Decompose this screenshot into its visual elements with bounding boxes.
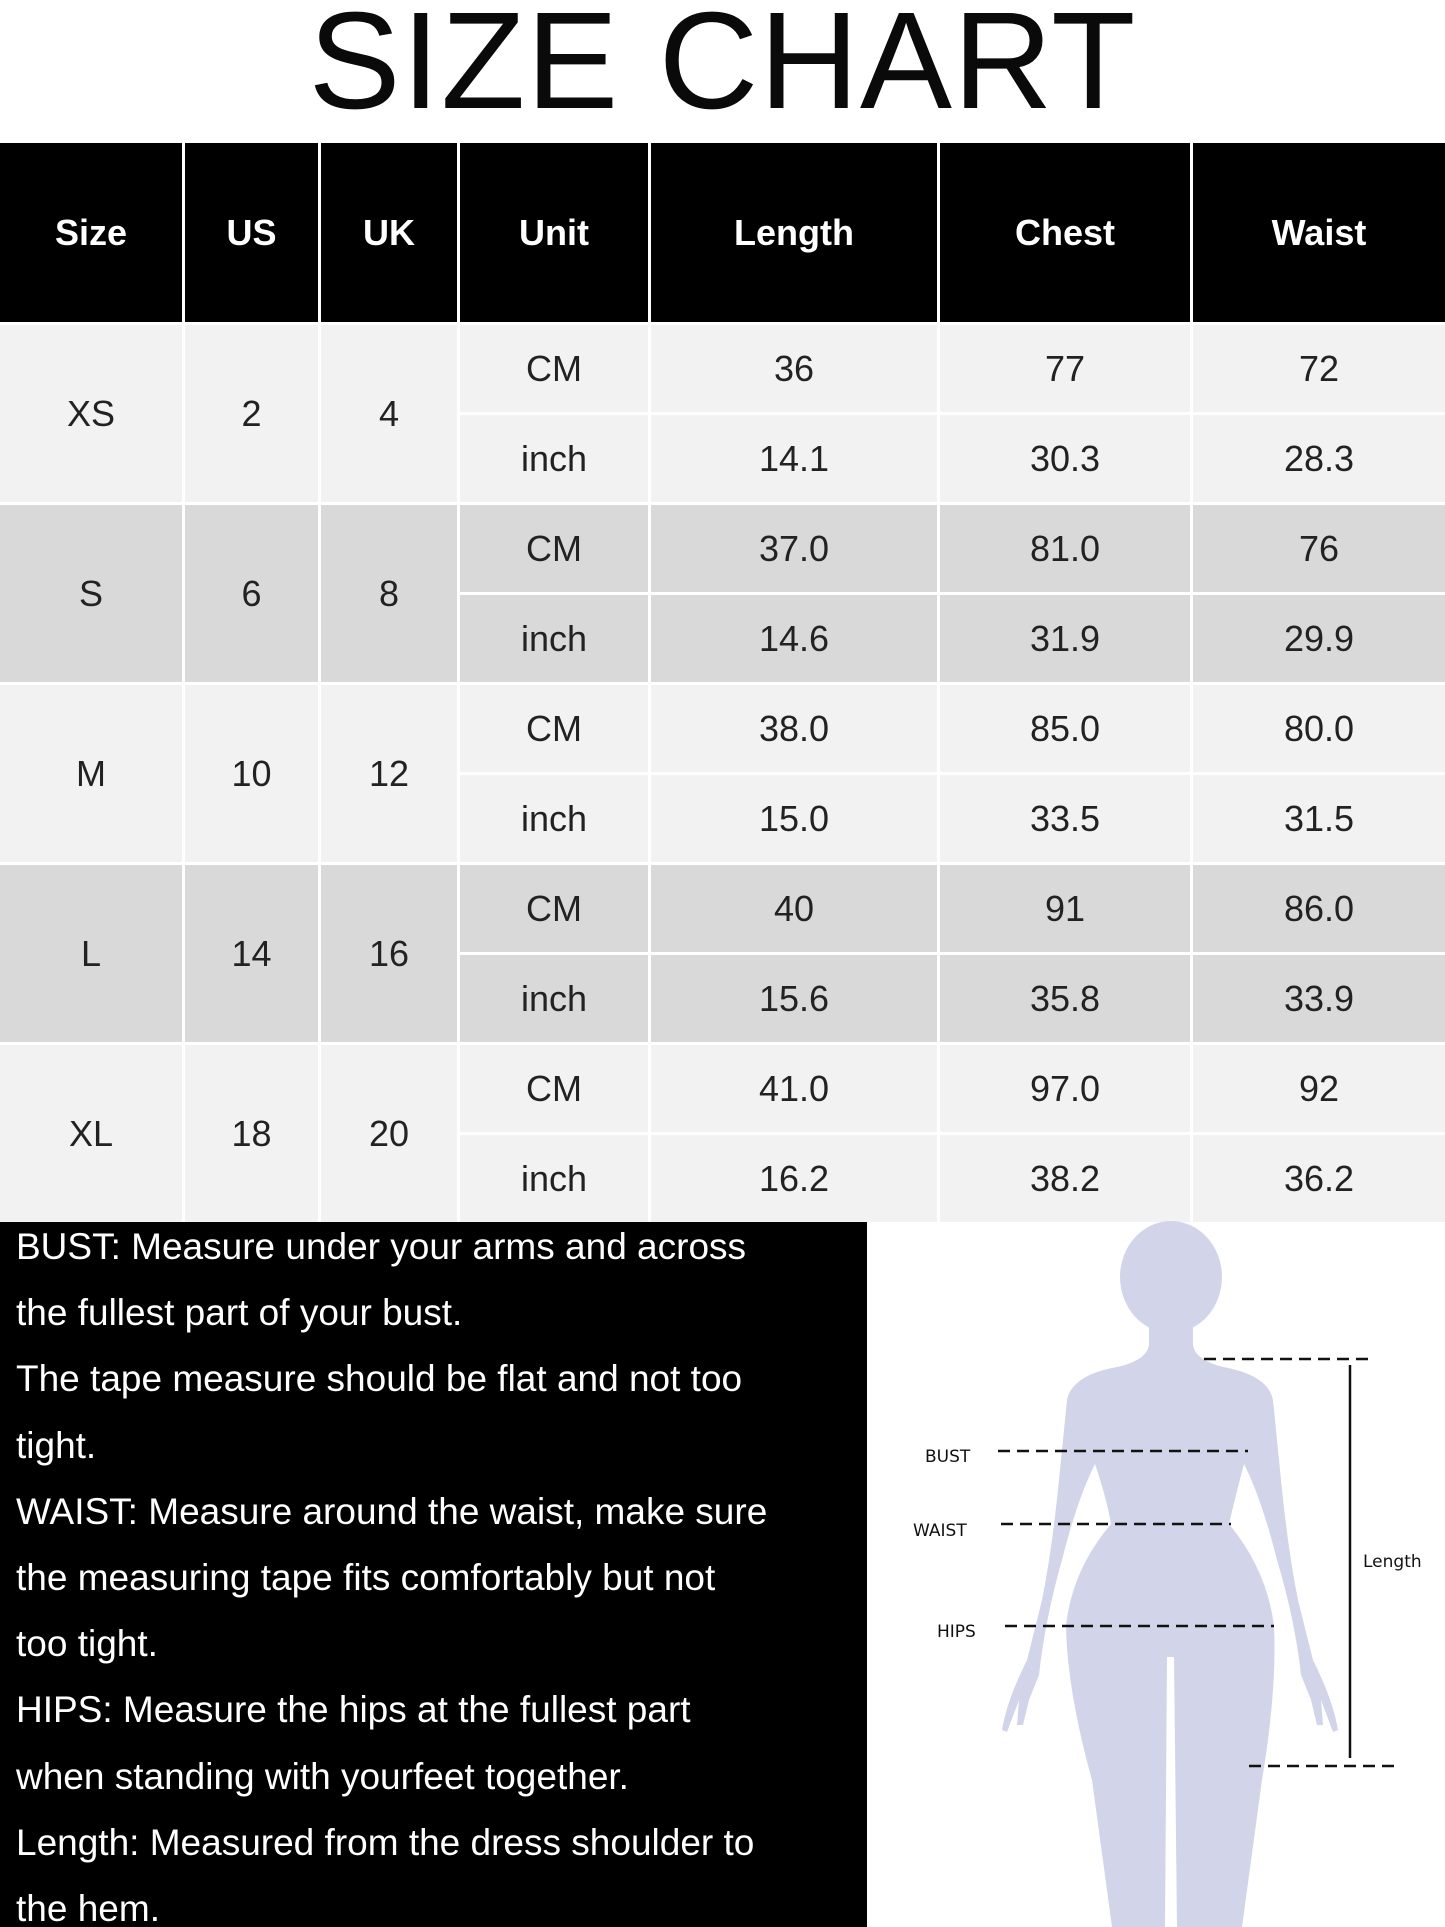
waist-cell: 29.9 bbox=[1193, 595, 1445, 682]
size-cell: XL bbox=[0, 1045, 182, 1222]
size-cell: M bbox=[0, 685, 182, 862]
header-chest: Chest bbox=[940, 143, 1190, 322]
instruction-line: the fullest part of your bust. bbox=[16, 1292, 463, 1334]
length-label: Length bbox=[1363, 1552, 1422, 1572]
body-silhouette bbox=[1002, 1221, 1338, 1927]
unit-cell: CM bbox=[460, 325, 648, 412]
hips-label: HIPS bbox=[937, 1622, 976, 1642]
instruction-line: WAIST: Measure around the waist, make su… bbox=[16, 1490, 768, 1532]
length-cell: 15.6 bbox=[651, 955, 937, 1042]
bust-label: BUST bbox=[925, 1447, 971, 1467]
unit-cell: CM bbox=[460, 685, 648, 772]
size-cell: L bbox=[0, 865, 182, 1042]
us-size-cell: 2 bbox=[185, 325, 318, 502]
us-size-cell: 10 bbox=[185, 685, 318, 862]
waist-cell: 92 bbox=[1193, 1045, 1445, 1132]
unit-cell: inch bbox=[460, 595, 648, 682]
chest-cell: 30.3 bbox=[940, 415, 1190, 502]
length-cell: 14.6 bbox=[651, 595, 937, 682]
waist-cell: 33.9 bbox=[1193, 955, 1445, 1042]
uk-size-cell: 12 bbox=[321, 685, 457, 862]
waist-cell: 86.0 bbox=[1193, 865, 1445, 952]
waist-cell: 36.2 bbox=[1193, 1135, 1445, 1222]
header-size: Size bbox=[0, 143, 182, 322]
instruction-line: the measuring tape fits comfortably but … bbox=[16, 1557, 716, 1598]
body-shape bbox=[1002, 1320, 1338, 1927]
chest-cell: 38.2 bbox=[940, 1135, 1190, 1222]
chest-cell: 35.8 bbox=[940, 955, 1190, 1042]
instruction-line: tight. bbox=[16, 1424, 97, 1466]
unit-cell: CM bbox=[460, 865, 648, 952]
instruction-line: The tape measure should be flat and not … bbox=[16, 1358, 743, 1400]
length-cell: 38.0 bbox=[651, 685, 937, 772]
us-size-cell: 18 bbox=[185, 1045, 318, 1222]
waist-cell: 28.3 bbox=[1193, 415, 1445, 502]
instruction-line: when standing with yourfeet together. bbox=[16, 1755, 629, 1797]
instruction-line: BUST: Measure under your arms and across bbox=[16, 1226, 747, 1267]
size-cell: S bbox=[0, 505, 182, 682]
header-length: Length bbox=[651, 143, 937, 322]
measurement-instructions: BUST: Measure under your arms and across… bbox=[0, 1222, 867, 1927]
length-cell: 37.0 bbox=[651, 505, 937, 592]
chest-cell: 33.5 bbox=[940, 775, 1190, 862]
waist-label: WAIST bbox=[913, 1521, 967, 1541]
us-size-cell: 14 bbox=[185, 865, 318, 1042]
size-chart-table: Size US UK Unit Length Chest Waist XS 2 4 CM 36 77 72… bbox=[0, 143, 1445, 1222]
head-shape bbox=[1120, 1221, 1222, 1333]
length-cell: 41.0 bbox=[651, 1045, 937, 1132]
chest-cell: 77 bbox=[940, 325, 1190, 412]
header-waist: Waist bbox=[1193, 143, 1445, 322]
uk-size-cell: 4 bbox=[321, 325, 457, 502]
chest-cell: 85.0 bbox=[940, 685, 1190, 772]
instruction-line: HIPS: Measure the hips at the fullest pa… bbox=[16, 1689, 691, 1731]
us-size-cell: 6 bbox=[185, 505, 318, 682]
unit-cell: CM bbox=[460, 505, 648, 592]
body-measurement-figure: BUST WAIST HIPS Length bbox=[913, 1221, 1422, 1927]
page-title: SIZE CHART bbox=[308, 0, 1137, 138]
header-unit: Unit bbox=[460, 143, 648, 322]
length-cell: 40 bbox=[651, 865, 937, 952]
waist-cell: 76 bbox=[1193, 505, 1445, 592]
waist-cell: 80.0 bbox=[1193, 685, 1445, 772]
waist-cell: 72 bbox=[1193, 325, 1445, 412]
length-cell: 36 bbox=[651, 325, 937, 412]
chest-cell: 91 bbox=[940, 865, 1190, 952]
chest-cell: 31.9 bbox=[940, 595, 1190, 682]
header-uk: UK bbox=[321, 143, 457, 322]
unit-cell: inch bbox=[460, 775, 648, 862]
chest-cell: 97.0 bbox=[940, 1045, 1190, 1132]
chest-cell: 81.0 bbox=[940, 505, 1190, 592]
unit-cell: inch bbox=[460, 415, 648, 502]
uk-size-cell: 8 bbox=[321, 505, 457, 682]
unit-cell: inch bbox=[460, 1135, 648, 1222]
instruction-line: Length: Measured from the dress shoulder… bbox=[16, 1821, 755, 1863]
size-cell: XS bbox=[0, 325, 182, 502]
length-cell: 14.1 bbox=[651, 415, 937, 502]
unit-cell: CM bbox=[460, 1045, 648, 1132]
length-cell: 15.0 bbox=[651, 775, 937, 862]
waist-cell: 31.5 bbox=[1193, 775, 1445, 862]
instruction-line: the hem. bbox=[16, 1888, 160, 1927]
header-us: US bbox=[185, 143, 318, 322]
length-cell: 16.2 bbox=[651, 1135, 937, 1222]
uk-size-cell: 20 bbox=[321, 1045, 457, 1222]
uk-size-cell: 16 bbox=[321, 865, 457, 1042]
unit-cell: inch bbox=[460, 955, 648, 1042]
instruction-line: too tight. bbox=[16, 1623, 158, 1665]
